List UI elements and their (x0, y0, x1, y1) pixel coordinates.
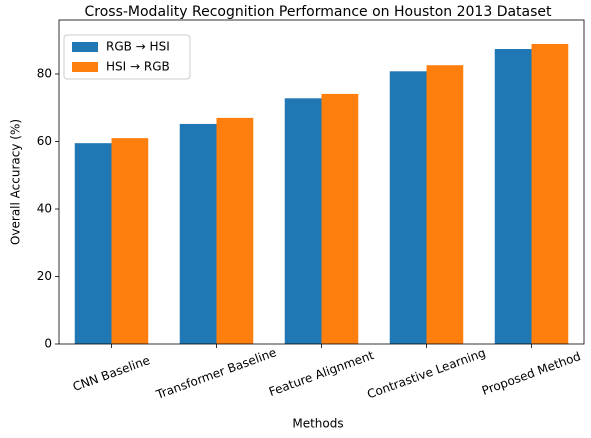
chart-title: Cross-Modality Recognition Performance o… (84, 4, 552, 20)
bar (74, 143, 112, 344)
bar (179, 123, 217, 344)
x-axis-label: Methods (292, 417, 343, 431)
bar (426, 65, 464, 344)
x-tick-label: Transformer Baseline (153, 345, 278, 402)
x-tick-label: Proposed Method (480, 349, 583, 398)
y-tick-label: 20 (37, 269, 52, 283)
bar (111, 138, 149, 344)
legend-swatch (72, 62, 98, 72)
bar (531, 43, 569, 345)
bar (321, 93, 359, 344)
bar (284, 98, 322, 344)
legend-label: HSI → RGB (106, 60, 170, 74)
x-tick-label: CNN Baseline (71, 353, 152, 394)
y-tick-label: 80 (37, 67, 52, 81)
y-tick-label: 60 (37, 134, 52, 148)
x-tick-label: Contrastive Learning (365, 346, 487, 402)
bar (494, 49, 532, 345)
y-axis-label: Overall Accuracy (%) (9, 119, 23, 245)
legend-swatch (72, 42, 98, 52)
y-tick-label: 0 (44, 337, 52, 351)
axes-frame (58, 19, 585, 345)
bar (389, 71, 427, 345)
y-tick-label: 40 (37, 202, 52, 216)
x-tick-label: Feature Alignment (267, 348, 376, 399)
bar (216, 117, 254, 344)
legend-label: RGB → HSI (106, 40, 170, 54)
